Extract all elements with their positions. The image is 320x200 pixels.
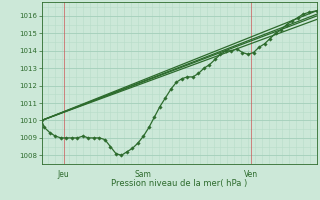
Text: Jeu: Jeu <box>58 170 69 179</box>
Text: Ven: Ven <box>244 170 258 179</box>
Text: Pression niveau de la mer( hPa ): Pression niveau de la mer( hPa ) <box>111 179 247 188</box>
Text: Sam: Sam <box>135 170 152 179</box>
